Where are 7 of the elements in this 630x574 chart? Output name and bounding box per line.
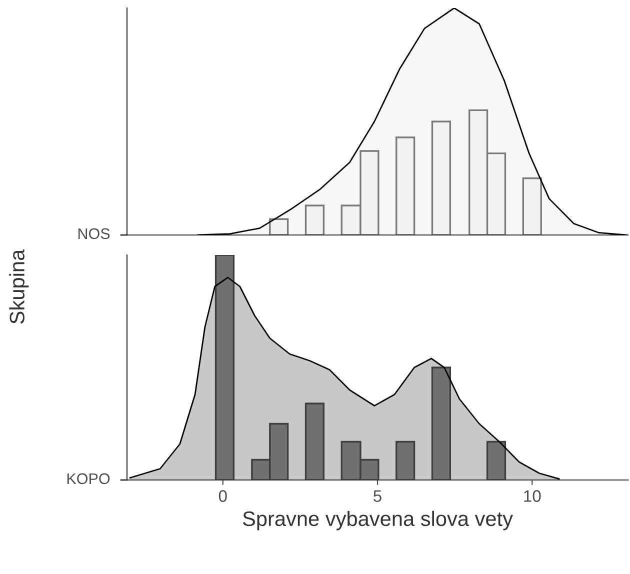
- x-tick-label: 0: [218, 490, 227, 502]
- series-label: KOPO: [67, 473, 110, 484]
- x-tick-label: 5: [374, 490, 382, 502]
- x-tick-label: 10: [524, 490, 541, 502]
- y-axis-title: Skupina: [9, 249, 29, 324]
- x-axis-title: Spravne vybavena slova vety: [242, 510, 513, 530]
- text: NOS: [78, 228, 110, 240]
